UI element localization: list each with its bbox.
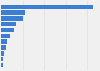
Bar bbox=[1, 51, 4, 56]
Bar bbox=[1, 22, 16, 26]
Bar bbox=[1, 63, 3, 67]
Bar bbox=[1, 45, 6, 50]
Bar bbox=[1, 16, 23, 21]
Bar bbox=[1, 5, 93, 9]
Bar bbox=[1, 28, 14, 32]
Bar bbox=[1, 39, 8, 44]
Bar bbox=[1, 10, 25, 15]
Bar bbox=[1, 57, 3, 61]
Bar bbox=[1, 34, 10, 38]
